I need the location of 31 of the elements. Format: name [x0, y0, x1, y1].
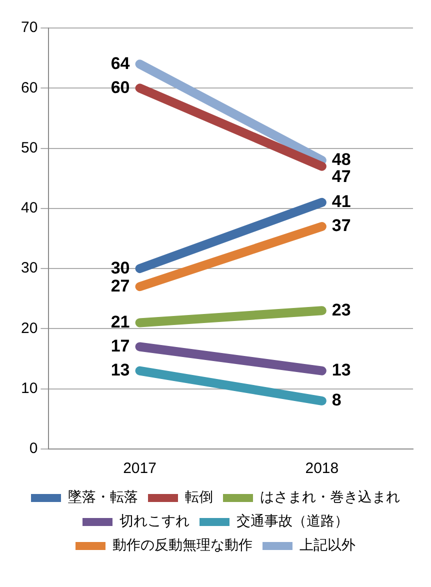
legend-label: 上記以外: [300, 538, 356, 554]
legend-label: 切れこすれ: [120, 514, 190, 530]
y-tick-label: 20: [20, 320, 38, 337]
x-tick-label: 2018: [305, 460, 339, 478]
legend-label: はさまれ・巻き込まれ: [260, 490, 400, 506]
y-tick-label: 40: [20, 200, 38, 217]
data-label: 60: [110, 78, 130, 97]
data-label: 30: [110, 258, 130, 278]
legend-label: 墜落・転落: [68, 490, 138, 506]
legend-label: 動作の反動無理な動作: [112, 538, 252, 554]
y-tick-label: 0: [29, 440, 38, 458]
data-label: 8: [332, 390, 342, 410]
data-label: 21: [110, 312, 130, 332]
legend-label: 転倒: [185, 490, 213, 506]
y-tick-label: 50: [20, 139, 38, 156]
data-label: 41: [332, 192, 351, 212]
data-label: 23: [332, 300, 351, 320]
data-label: 13: [332, 360, 351, 380]
data-label: 48: [332, 150, 351, 169]
data-label: 37: [332, 216, 351, 236]
y-tick-label: 70: [20, 19, 38, 36]
data-label: 27: [110, 276, 130, 296]
data-label: 17: [110, 336, 130, 356]
legend-label: 交通事故（道路）: [236, 514, 348, 530]
y-tick-label: 60: [20, 79, 38, 96]
y-tick-label: 30: [20, 260, 38, 277]
x-tick-label: 2017: [123, 460, 156, 478]
data-label: 47: [332, 167, 351, 186]
data-label: 13: [110, 360, 130, 380]
data-label: 64: [110, 54, 130, 73]
y-tick-label: 10: [20, 380, 38, 397]
